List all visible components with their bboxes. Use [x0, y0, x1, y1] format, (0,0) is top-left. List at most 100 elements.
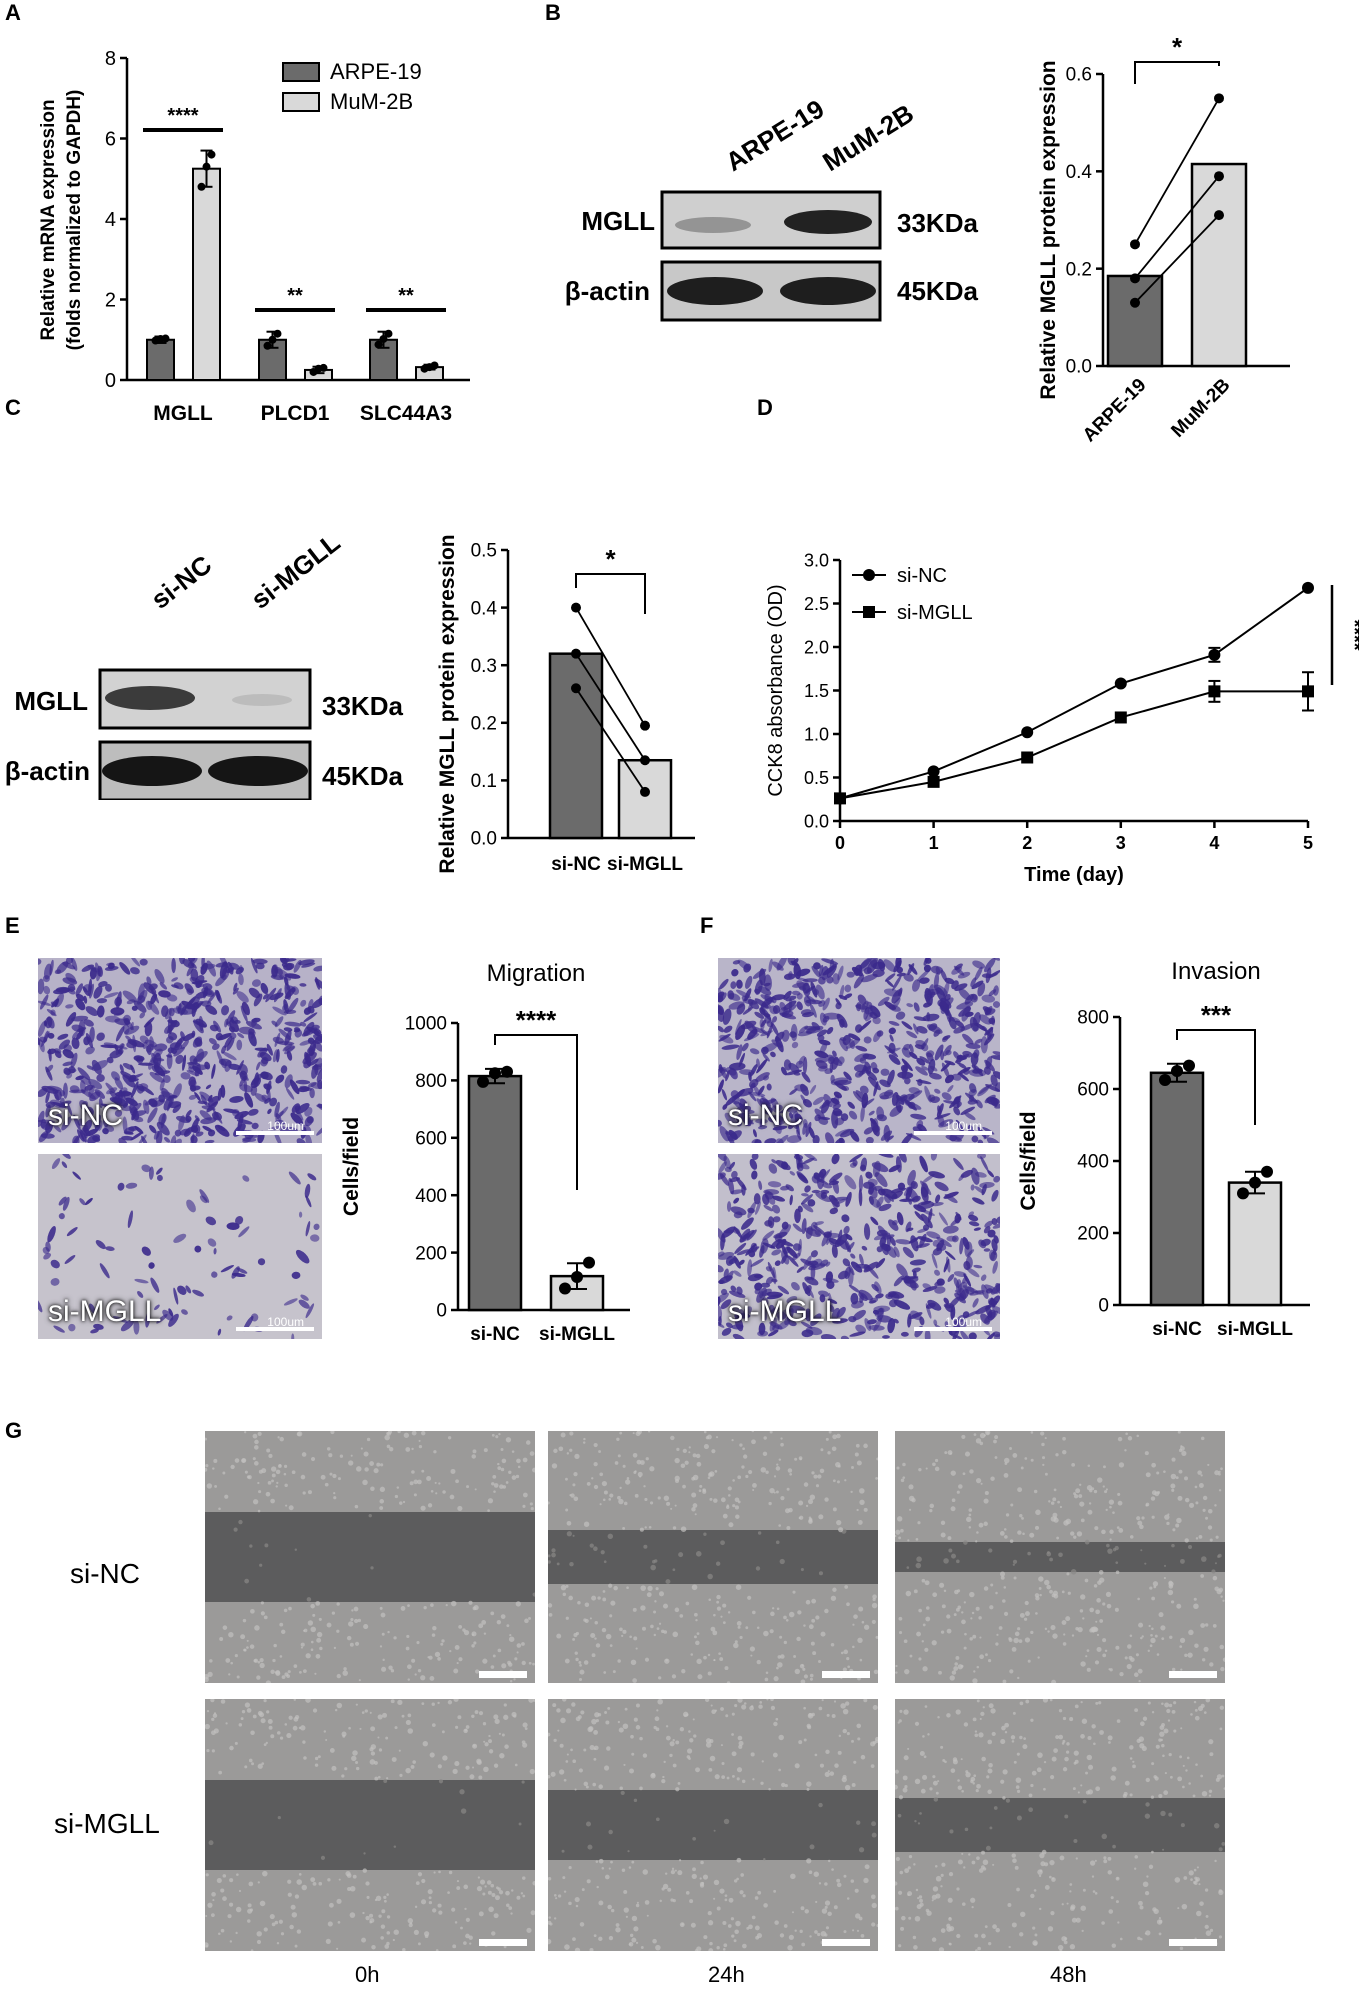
cell-dot	[1016, 1887, 1020, 1892]
stained-cell	[180, 1072, 191, 1080]
cell-dot	[863, 1699, 868, 1703]
stained-cell	[52, 1101, 68, 1108]
cell-dot	[750, 1705, 754, 1708]
cell-dot	[922, 1666, 928, 1672]
cell-dot	[1011, 1853, 1016, 1858]
cell-dot	[742, 1894, 746, 1898]
stained-cell	[928, 1094, 936, 1102]
panel-d: 0.0 0.5 1.0 1.5 2.0 2.5 3.0 0 1 2 3 4 5 si-NC si-MGLL T…	[760, 525, 1359, 900]
cell-dot	[728, 1897, 734, 1903]
cell-dot	[325, 1739, 328, 1742]
stained-cell	[984, 1094, 996, 1104]
cell-dot	[914, 1778, 921, 1785]
wound-gap	[205, 1780, 535, 1870]
cell-dot	[791, 1911, 795, 1914]
stained-cell	[789, 1194, 793, 1206]
cell-dot	[503, 1945, 507, 1949]
cell-dot	[940, 1885, 943, 1888]
stained-cell	[185, 1285, 192, 1294]
cell-dot	[471, 1644, 475, 1648]
cell-dot	[1171, 1667, 1176, 1672]
cell-dot	[1208, 1789, 1213, 1793]
cell-dot	[968, 1526, 972, 1529]
cell-dot	[770, 1611, 775, 1617]
cell-dot	[1204, 1924, 1209, 1930]
stained-cell	[718, 1172, 726, 1180]
cell-dot	[1012, 1452, 1018, 1458]
cell-dot	[937, 1715, 940, 1719]
cell-dot	[1140, 1549, 1143, 1552]
cell-dot	[609, 1644, 613, 1647]
cell-dot	[702, 1489, 707, 1494]
stained-cell	[207, 1238, 217, 1247]
cell-dot	[235, 1906, 242, 1913]
stained-cell	[68, 1323, 76, 1332]
stained-cell	[173, 1138, 182, 1143]
cell-dot	[836, 1882, 842, 1888]
cell-dot	[1112, 1844, 1116, 1849]
cell-dot	[490, 1665, 495, 1669]
stained-cell	[61, 1161, 68, 1169]
cell-dot	[428, 1901, 433, 1905]
cell-dot	[1209, 1538, 1213, 1542]
stained-cell	[919, 1316, 925, 1326]
cell-dot	[710, 1704, 713, 1707]
cell-dot	[1035, 1509, 1041, 1516]
cell-dot	[770, 1699, 774, 1702]
cell-dot	[785, 1618, 789, 1622]
stained-cell	[123, 1126, 135, 1135]
cell-dot	[417, 1872, 423, 1877]
cell-dot	[250, 1730, 255, 1736]
cell-dot	[803, 1706, 806, 1710]
stained-cell	[934, 1181, 949, 1192]
cell-dot	[497, 1648, 502, 1653]
cell-dot	[1075, 1857, 1078, 1860]
cell-dot	[1176, 1517, 1182, 1524]
cell-dot	[599, 1503, 602, 1506]
cell-dot	[1209, 1928, 1214, 1932]
y-tick-label: 0.4	[1066, 162, 1093, 183]
cell-dot	[454, 1921, 458, 1924]
cell-dot	[514, 1763, 518, 1767]
cell-dot	[819, 1468, 825, 1474]
cell-dot	[1050, 1516, 1057, 1522]
y-tick-label: 0.6	[1066, 65, 1092, 86]
cell-dot	[1176, 1603, 1182, 1609]
stained-cell	[810, 1250, 818, 1258]
y-tick-label: 200	[415, 1243, 447, 1264]
cell-dot	[810, 1641, 815, 1646]
stained-cell	[971, 1135, 979, 1143]
cell-dot	[675, 1787, 680, 1792]
cell-dot	[1195, 1501, 1199, 1505]
stained-cell	[853, 1091, 863, 1103]
cell-dot	[248, 1758, 253, 1763]
stained-cell	[877, 996, 890, 1007]
cell-dot	[1199, 1901, 1204, 1906]
cell-dot	[451, 1907, 456, 1912]
cell-dot	[628, 1866, 632, 1869]
cell-dot	[1180, 1727, 1183, 1730]
cell-dot	[863, 1624, 870, 1630]
stained-cell	[721, 1327, 732, 1336]
cell-dot	[1180, 1558, 1185, 1564]
cell-dot	[699, 1877, 702, 1880]
cell-dot	[705, 1699, 710, 1703]
stained-cell	[934, 1269, 941, 1276]
stained-cell	[903, 1278, 919, 1289]
stained-cell	[861, 1245, 868, 1251]
stained-cell	[809, 1084, 817, 1095]
stained-cell	[770, 1051, 776, 1058]
y-tick-label: 0.0	[1066, 357, 1092, 378]
stained-cell	[154, 1057, 165, 1062]
cell-dot	[1009, 1539, 1014, 1543]
cell-dot	[320, 1855, 326, 1860]
cell-dot	[216, 1878, 222, 1884]
stained-cell	[829, 1172, 843, 1183]
stained-cell	[119, 1105, 132, 1112]
cell-dot	[1016, 1789, 1021, 1793]
cell-dot	[949, 1829, 954, 1834]
cell-dot	[653, 1633, 657, 1637]
cell-dot	[1050, 1775, 1055, 1780]
stained-cell	[266, 1043, 273, 1056]
stained-cell	[880, 1068, 890, 1076]
